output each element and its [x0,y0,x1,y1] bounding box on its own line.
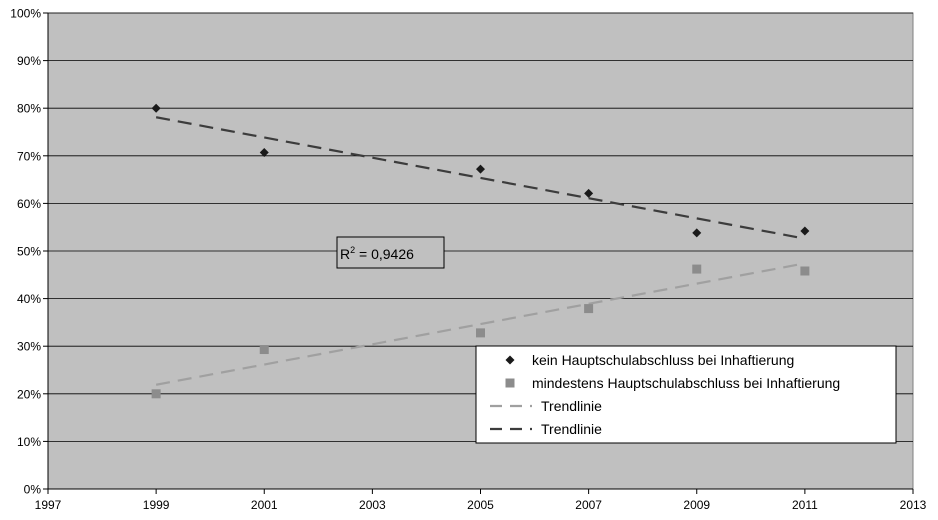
data-point-square [800,266,810,276]
legend: kein Hauptschulabschluss bei Inhaftierun… [475,345,897,444]
data-point-diamond [476,164,485,174]
r-squared-box [336,236,445,269]
data-point-diamond [800,226,810,236]
r-squared-superscript: 2 [350,245,355,255]
x-tick-label: 2007 [575,498,602,512]
legend-label: kein Hauptschulabschluss bei Inhaftierun… [532,352,794,368]
legend-label: Trendlinie [541,421,602,437]
y-tick-label: 50% [17,245,41,259]
y-tick-label: 10% [17,435,41,449]
trendlines [155,116,806,386]
legend-swatch-square [505,378,515,388]
x-tick-label: 2011 [792,498,818,512]
y-tick-label: 100% [10,7,41,21]
y-tick-label: 0% [24,483,42,497]
legend-label: Trendlinie [541,398,602,414]
r-squared-label: R [340,246,350,262]
data-point-square [476,328,485,338]
x-tick-label: 2013 [900,498,927,512]
data-point-square [151,389,161,399]
data-point-diamond [584,188,594,198]
data-point-diamond [259,147,269,157]
data-point-square [259,345,269,355]
legend-swatch-diamond [505,355,515,365]
y-tick-label: 30% [17,340,41,354]
data-point-square [692,264,702,274]
data-point-square [584,304,594,314]
x-tick-label: 1997 [35,498,62,512]
y-tick-label: 90% [17,54,41,68]
x-axis: 1997 1999 2001 2003 2005 2007 2009 2011 2013 [35,488,927,512]
legend-box [475,345,897,444]
r-squared-text: R2 = 0,9426 [340,245,414,262]
r-squared-value: = 0,9426 [355,246,414,262]
y-axis: 0% 10% 20% 30% 40% 50% 60% 70% 80% 90% 100% [10,7,49,497]
x-tick-label: 2003 [359,498,386,512]
x-tick-label: 2009 [683,498,710,512]
data-point-diamond [151,103,161,113]
trendline [155,262,806,386]
y-tick-label: 60% [17,197,41,211]
trendline [155,116,806,240]
y-tick-label: 70% [17,149,41,163]
y-tick-label: 40% [17,292,41,306]
legend-label: mindestens Hauptschulabschluss bei Inhaf… [532,375,840,391]
data-point-diamond [692,228,702,238]
data-points [151,103,810,399]
x-tick-label: 2001 [251,498,278,512]
r-squared-annotation: R2 = 0,9426 [336,236,445,269]
x-tick-label: 2005 [467,498,494,512]
y-tick-label: 20% [17,387,41,401]
y-tick-label: 80% [17,102,41,116]
x-tick-label: 1999 [143,498,170,512]
